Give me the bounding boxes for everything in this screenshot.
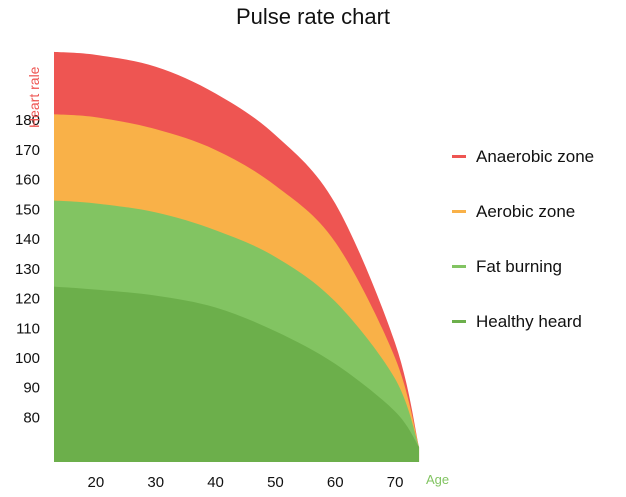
legend: Anaerobic zone Aerobic zone Fat burning …	[452, 143, 622, 363]
y-tick-label: 130	[15, 261, 40, 278]
x-tick-label: 70	[387, 474, 404, 491]
area-layers	[54, 51, 420, 462]
legend-label-fat-burning: Fat burning	[476, 256, 562, 276]
legend-label-healthy: Healthy heard	[476, 311, 582, 331]
legend-swatch-aerobic	[452, 210, 466, 213]
legend-label-aerobic: Aerobic zone	[476, 201, 576, 221]
x-axis-label: Age	[426, 472, 449, 487]
legend-item-healthy: Healthy heard	[452, 308, 622, 335]
y-tick-label: 140	[15, 231, 40, 248]
y-tick-label: 120	[15, 291, 40, 308]
x-tick-label: 60	[327, 474, 344, 491]
area-healthy	[54, 286, 420, 462]
y-tick-label: 100	[15, 350, 40, 367]
x-tick-label: 20	[88, 474, 105, 491]
y-tick-label: 160	[15, 172, 40, 189]
y-tick-label: 110	[16, 320, 40, 337]
x-tick-labels: 20 30 40 50 60 70	[88, 474, 404, 491]
y-tick-label: 80	[23, 409, 40, 426]
y-axis-label: Heart rale	[26, 66, 42, 128]
legend-item-anaerobic: Anaerobic zone	[452, 143, 622, 170]
legend-swatch-anaerobic	[452, 155, 466, 158]
chart-title: Pulse rate chart	[235, 4, 391, 29]
legend-swatch-fat-burning	[452, 265, 466, 268]
y-tick-labels: 80 90 100 110 120 130 140 150 160 170 180	[15, 112, 40, 426]
legend-item-fat-burning: Fat burning	[452, 253, 622, 280]
legend-item-aerobic: Aerobic zone	[452, 198, 622, 225]
y-tick-label: 170	[15, 142, 40, 159]
x-tick-label: 40	[207, 474, 224, 491]
y-tick-label: 150	[15, 201, 40, 218]
x-tick-label: 50	[267, 474, 284, 491]
legend-swatch-healthy	[452, 320, 466, 323]
y-tick-label: 90	[23, 380, 40, 397]
x-tick-label: 30	[147, 474, 164, 491]
legend-label-anaerobic: Anaerobic zone	[476, 146, 595, 166]
y-tick-label: 180	[15, 112, 40, 129]
